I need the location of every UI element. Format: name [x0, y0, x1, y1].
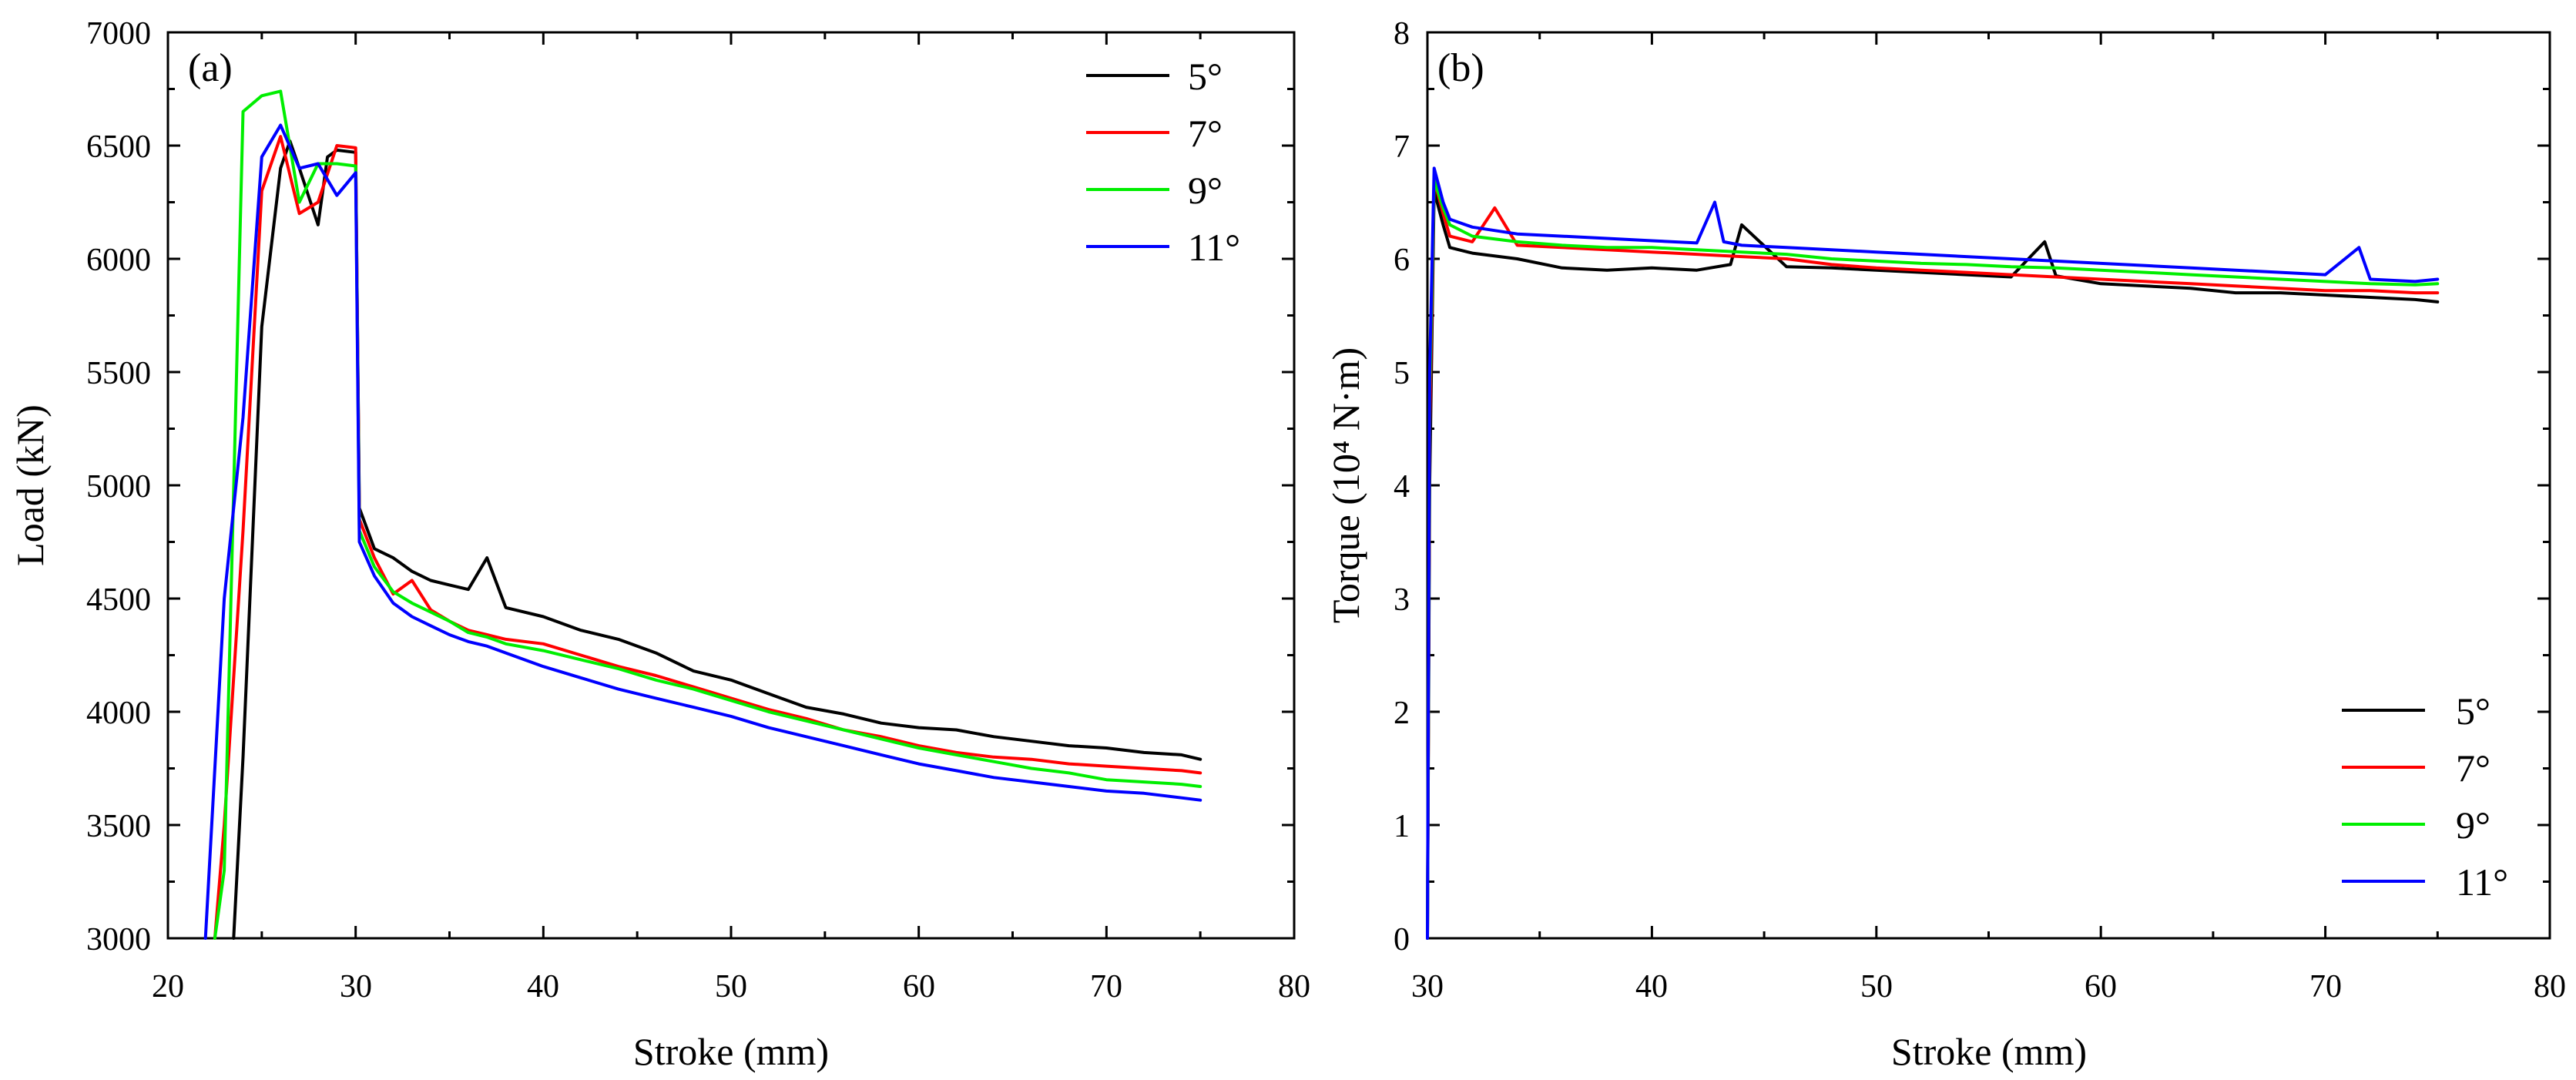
- panel-b-y-tick-labels: 0 1 2 3 4 5 6 7 8: [1394, 16, 1410, 958]
- panel-a-x-tick-label: 40: [527, 969, 559, 1005]
- panel-a-series-11deg: [203, 123, 1202, 940]
- panel-a-series-5deg: [232, 139, 1202, 940]
- panel-a-y-tick-label: 5500: [86, 356, 151, 391]
- panel-a-y-tick-label: 6000: [86, 243, 151, 278]
- panel-a-legend-label-11deg: 11°: [1188, 226, 1240, 269]
- panel-a-y-tick-label: 5000: [86, 469, 151, 505]
- panel-a-ticks: [166, 31, 1296, 940]
- panel-b-series-11deg: [1426, 166, 2440, 940]
- panel-b-x-tick-label: 40: [1635, 969, 1668, 1005]
- panel-a-legend-label-5deg: 5°: [1188, 55, 1223, 98]
- panel-b-y-tick-label: 4: [1394, 469, 1410, 505]
- panel-b-series-group: [1426, 166, 2440, 940]
- panel-a-x-axis-title: Stroke (mm): [633, 1030, 829, 1073]
- panel-b-series-5deg: [1426, 189, 2440, 940]
- panel-b-ticks: [1426, 31, 2551, 940]
- panel-b-plot-frame: [1426, 31, 2551, 940]
- panel-b-legend-label-11deg: 11°: [2456, 860, 2508, 904]
- panel-a-x-tick-labels: 20 30 40 50 60 70 80: [152, 969, 1310, 1005]
- panel-a-y-tick-label: 4000: [86, 696, 151, 731]
- panel-b-x-tick-label: 80: [2534, 969, 2566, 1005]
- panel-a-load-chart: (a) 20 30 40 50 60 70 80 3000 3500 4000 …: [8, 16, 1310, 1073]
- panel-b-x-tick-label: 30: [1411, 969, 1444, 1005]
- panel-a-series-group: [203, 89, 1202, 940]
- panel-a-y-axis-title: Load (kN): [8, 404, 52, 566]
- panel-a-legend-label-9deg: 9°: [1188, 169, 1223, 212]
- panel-a-series-7deg: [213, 135, 1202, 940]
- panel-a-x-tick-label: 20: [152, 969, 184, 1005]
- panel-b-legend-label-5deg: 5°: [2456, 689, 2490, 733]
- panel-b-x-axis-title: Stroke (mm): [1891, 1030, 2087, 1073]
- panel-a-y-tick-label: 6500: [86, 129, 151, 165]
- panel-a-legend-label-7deg: 7°: [1188, 112, 1223, 155]
- panel-a-x-tick-label: 60: [903, 969, 935, 1005]
- panel-b-y-axis-title: Torque (10⁴ N·m): [1324, 347, 1367, 623]
- panel-a-y-tick-labels: 3000 3500 4000 4500 5000 5500 6000 6500 …: [86, 16, 151, 958]
- panel-a-y-tick-label: 3000: [86, 922, 151, 958]
- panel-a-x-tick-label: 70: [1090, 969, 1122, 1005]
- panel-b-x-tick-label: 70: [2309, 969, 2342, 1005]
- panel-b-y-tick-label: 5: [1394, 356, 1410, 391]
- panel-b-y-tick-label: 2: [1394, 696, 1410, 731]
- panel-a-legend: 5° 7° 9° 11°: [1086, 55, 1240, 269]
- panel-b-y-tick-label: 3: [1394, 582, 1410, 618]
- panel-a-y-tick-label: 7000: [86, 16, 151, 52]
- panel-b-x-tick-label: 50: [1860, 969, 1893, 1005]
- panel-b-x-tick-labels: 30 40 50 60 70 80: [1411, 969, 2566, 1005]
- panel-b-y-tick-label: 0: [1394, 922, 1410, 958]
- panel-b-legend-label-7deg: 7°: [2456, 746, 2490, 790]
- panel-a-x-tick-label: 80: [1278, 969, 1310, 1005]
- panel-a-label: (a): [188, 46, 233, 90]
- panel-b-x-tick-label: 60: [2085, 969, 2117, 1005]
- panel-b-legend: 5° 7° 9° 11°: [2342, 689, 2508, 904]
- panel-a-x-tick-label: 50: [715, 969, 747, 1005]
- panel-b-y-tick-label: 7: [1394, 129, 1410, 165]
- panel-b-label: (b): [1437, 46, 1484, 90]
- panel-b-y-tick-label: 1: [1394, 809, 1410, 844]
- panel-a-x-tick-label: 30: [340, 969, 372, 1005]
- panel-b-y-tick-label: 8: [1394, 16, 1410, 52]
- panel-b-series-9deg: [1426, 178, 2440, 940]
- panel-b-series-7deg: [1426, 178, 2440, 940]
- panel-b-torque-chart: (b) 30 40 50 60 70 80 0 1 2 3 4 5 6 7 8 …: [1324, 16, 2566, 1073]
- panel-b-legend-label-9deg: 9°: [2456, 803, 2490, 847]
- panel-a-y-tick-label: 3500: [86, 809, 151, 844]
- panel-b-y-tick-label: 6: [1394, 243, 1410, 278]
- panel-a-plot-frame: [166, 31, 1296, 940]
- panel-a-y-tick-label: 4500: [86, 582, 151, 618]
